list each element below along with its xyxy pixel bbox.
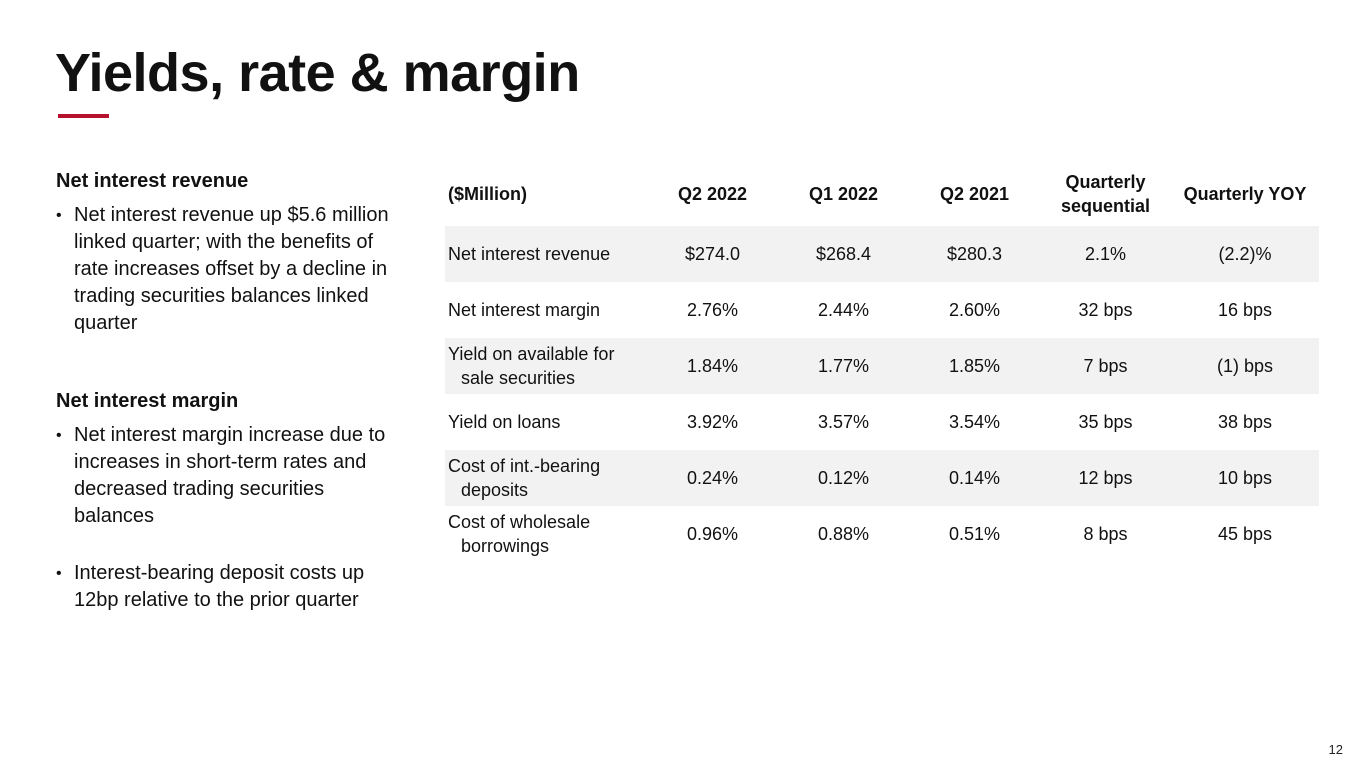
row-label: Net interest revenue <box>445 226 647 282</box>
row-label-line: Net interest margin <box>448 300 601 320</box>
column-header: Q2 2021 <box>939 184 1010 204</box>
bullet-list: Net interest margin increase due to incr… <box>56 422 396 614</box>
column-header: Q1 2022 <box>808 184 879 204</box>
row-label: Net interest margin <box>445 282 647 338</box>
table-cell: 8 bps <box>1083 524 1128 544</box>
table-cell: 2.60% <box>948 300 1001 320</box>
table-cell: 1.84% <box>647 338 778 394</box>
table-row: Cost of int.-bearing deposits 0.24% 0.12%… <box>445 450 1319 506</box>
section-heading: Net interest revenue <box>56 170 249 192</box>
row-label-line: Cost of int.-bearing <box>448 456 601 476</box>
bullet-item: Interest-bearing deposit costs up 12bp r… <box>56 560 396 614</box>
row-label-line: sale securities <box>461 368 576 388</box>
page-number: 12 <box>1328 742 1343 757</box>
row-label-line: Yield on loans <box>448 412 561 432</box>
table-cell: 2.76% <box>686 300 739 320</box>
section-net-interest-revenue: Net interest revenue Net interest revenu… <box>56 168 396 337</box>
summary-panel: Net interest revenue Net interest revenu… <box>56 168 396 611</box>
table-cell: 0.12% <box>778 450 909 506</box>
bullet-list: Net interest revenue up $5.6 million lin… <box>56 202 396 337</box>
column-header: Quarterly YOY <box>1183 184 1307 204</box>
column-header: Quarterly sequential <box>1060 172 1151 216</box>
bullet-item: Net interest margin increase due to incr… <box>56 422 396 530</box>
row-label: Cost of int.-bearing deposits <box>445 450 647 506</box>
table-cell: (1) bps <box>1171 338 1319 394</box>
table-cell: 3.57% <box>817 412 870 432</box>
table-row: Yield on loans 3.92% 3.57% 3.54% 35 bps … <box>445 394 1319 450</box>
slide-title: Yields, rate & margin <box>55 43 580 103</box>
row-label: Yield on loans <box>445 394 647 450</box>
table-cell: 45 bps <box>1217 524 1273 544</box>
table-cell: 0.51% <box>948 524 1001 544</box>
row-label-line: Yield on available for <box>448 344 615 364</box>
title-accent-bar <box>58 114 109 118</box>
table-cell: 32 bps <box>1078 300 1133 320</box>
table-row: Yield on available for sale securities 1.… <box>445 338 1319 394</box>
yields-table: ($Million) Q2 2022 Q1 2022 Q2 2021 Quart… <box>445 162 1319 562</box>
row-label-line: borrowings <box>461 536 550 556</box>
table-cell: 12 bps <box>1040 450 1171 506</box>
row-label-line: deposits <box>461 480 529 500</box>
table-cell: $280.3 <box>909 226 1040 282</box>
table-cell: 0.14% <box>909 450 1040 506</box>
table-cell: 10 bps <box>1171 450 1319 506</box>
row-label-line: Cost of wholesale <box>448 512 591 532</box>
table-cell: 3.92% <box>686 412 739 432</box>
table-cell: 35 bps <box>1078 412 1133 432</box>
table-cell: (2.2)% <box>1171 226 1319 282</box>
table-row: Net interest margin 2.76% 2.44% 2.60% 32… <box>445 282 1319 338</box>
table-cell: $268.4 <box>778 226 909 282</box>
section-heading: Net interest margin <box>56 390 239 412</box>
table-row: Net interest revenue $274.0 $268.4 $280.… <box>445 226 1319 282</box>
table-cell: 7 bps <box>1040 338 1171 394</box>
table-cell: 16 bps <box>1217 300 1273 320</box>
table-cell: 0.96% <box>686 524 739 544</box>
table-cell: 1.77% <box>778 338 909 394</box>
table-cell: 2.1% <box>1040 226 1171 282</box>
row-label: Cost of wholesale borrowings <box>445 506 647 562</box>
section-net-interest-margin: Net interest margin Net interest margin … <box>56 388 396 614</box>
column-header: Q2 2022 <box>677 184 748 204</box>
table-cell: 1.85% <box>909 338 1040 394</box>
row-label: Yield on available for sale securities <box>445 338 647 394</box>
column-header: ($Million) <box>448 184 527 204</box>
table-cell: 3.54% <box>948 412 1001 432</box>
table-cell: 0.88% <box>817 524 870 544</box>
table-cell: 0.24% <box>647 450 778 506</box>
table-header-row: ($Million) Q2 2022 Q1 2022 Q2 2021 Quart… <box>445 162 1319 226</box>
row-label-line: Net interest revenue <box>448 244 611 264</box>
table-row: Cost of wholesale borrowings 0.96% 0.88% … <box>445 506 1319 562</box>
table-cell: $274.0 <box>647 226 778 282</box>
table-cell: 2.44% <box>817 300 870 320</box>
bullet-item: Net interest revenue up $5.6 million lin… <box>56 202 396 337</box>
table-cell: 38 bps <box>1217 412 1273 432</box>
